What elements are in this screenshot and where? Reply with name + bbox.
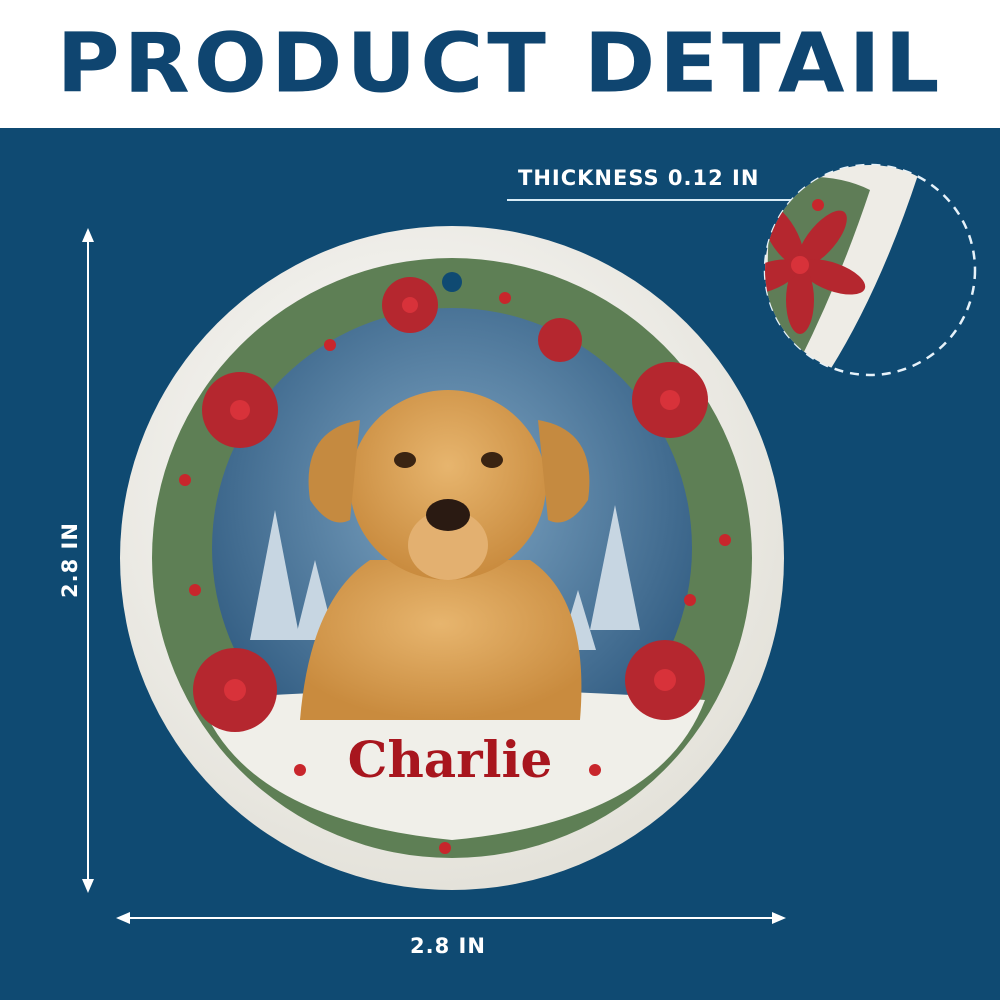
poinsettia-icon — [625, 640, 705, 720]
page-title: PRODUCT DETAIL — [56, 16, 944, 112]
poinsettia-icon — [193, 648, 277, 732]
dog-portrait — [300, 390, 590, 720]
height-label: 2.8 IN — [58, 522, 82, 598]
header: PRODUCT DETAIL — [0, 0, 1000, 128]
width-arrow — [116, 912, 786, 924]
poinsettia-icon — [632, 362, 708, 438]
berries — [179, 292, 731, 854]
thickness-detail-zoom — [763, 163, 977, 377]
poinsettia-icon — [538, 318, 582, 362]
poinsettia-icon — [382, 277, 438, 333]
height-arrow — [82, 228, 94, 893]
width-label: 2.8 IN — [410, 934, 486, 958]
poinsettias — [193, 277, 708, 732]
hanging-hole — [442, 272, 462, 292]
thickness-label: THICKNESS 0.12 IN — [518, 166, 760, 190]
poinsettia-icon — [202, 372, 278, 448]
ornament — [120, 226, 784, 890]
ornament-name-text: Charlie — [347, 730, 553, 789]
